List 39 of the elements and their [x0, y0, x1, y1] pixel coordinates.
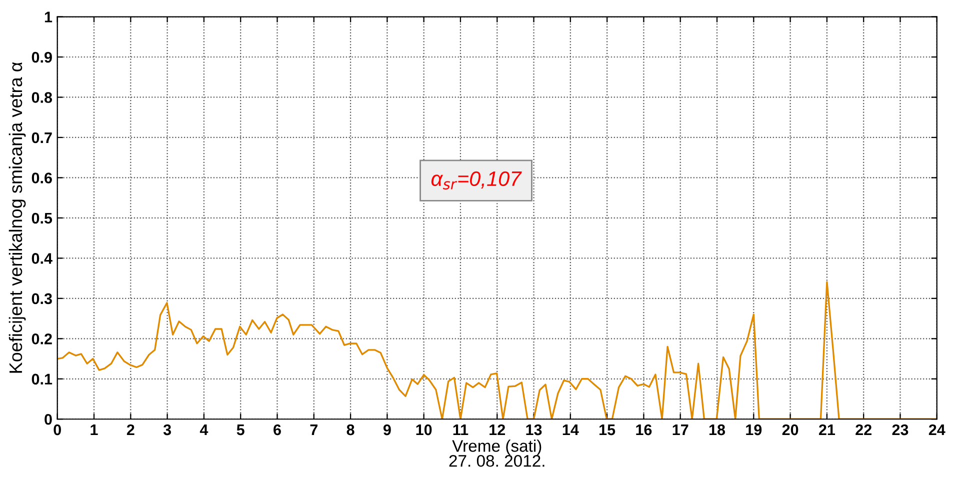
x-tick-label: 6 — [274, 424, 281, 436]
y-tick-label: 0.1 — [32, 374, 52, 385]
y-tick-label: 0.2 — [32, 334, 52, 344]
y-tick-label: 0.8 — [32, 92, 52, 103]
x-tick-label: 1 — [90, 424, 98, 436]
x-tick-label: 0 — [54, 424, 61, 436]
y-tick-label: 1 — [44, 12, 52, 22]
x-tick-label: 7 — [310, 424, 318, 436]
x-tick-label: 20 — [782, 424, 798, 436]
x-tick-label: 2 — [126, 424, 134, 436]
x-tick-label: 23 — [892, 424, 908, 436]
x-tick-label: 8 — [346, 424, 354, 436]
x-tick-label: 16 — [636, 424, 652, 436]
annotation: α$_{sr}$=0,107 — [431, 171, 522, 190]
y-tick-label: 0.5 — [32, 212, 52, 224]
x-tick-label: 10 — [416, 424, 432, 436]
y-tick-label: 0.7 — [32, 132, 52, 144]
x-tick-label: 3 — [163, 424, 171, 436]
x-tick-label: 14 — [562, 424, 579, 436]
x-tick-label: 19 — [746, 424, 762, 436]
x-tick-label: 17 — [672, 424, 688, 436]
y-tick-label: 0.6 — [32, 172, 52, 184]
y-tick-label: 0.9 — [32, 52, 52, 63]
y-tick-label: 0 — [44, 414, 52, 425]
x-axis-title: Vreme (sati) 27. 08. 2012. — [449, 440, 544, 467]
x-tick-label: 4 — [200, 424, 208, 436]
x-tick-label: 5 — [236, 424, 244, 436]
x-tick-label: 9 — [383, 424, 391, 436]
y-tick-label: 0.3 — [32, 293, 52, 304]
x-tick-label: 24 — [928, 424, 946, 436]
x-tick-label: 13 — [526, 424, 542, 436]
x-tick-label: 12 — [490, 424, 506, 436]
y-axis-title: Koeficijent vertikalnog smicanja vetra α — [8, 62, 26, 373]
y-tick-label: 0.4 — [32, 253, 52, 264]
x-tick-label: 22 — [856, 424, 872, 436]
x-tick-label: 21 — [818, 424, 836, 436]
x-tick-label: 18 — [709, 424, 726, 436]
x-tick-label: 11 — [453, 424, 468, 436]
x-tick-label: 15 — [600, 424, 616, 436]
